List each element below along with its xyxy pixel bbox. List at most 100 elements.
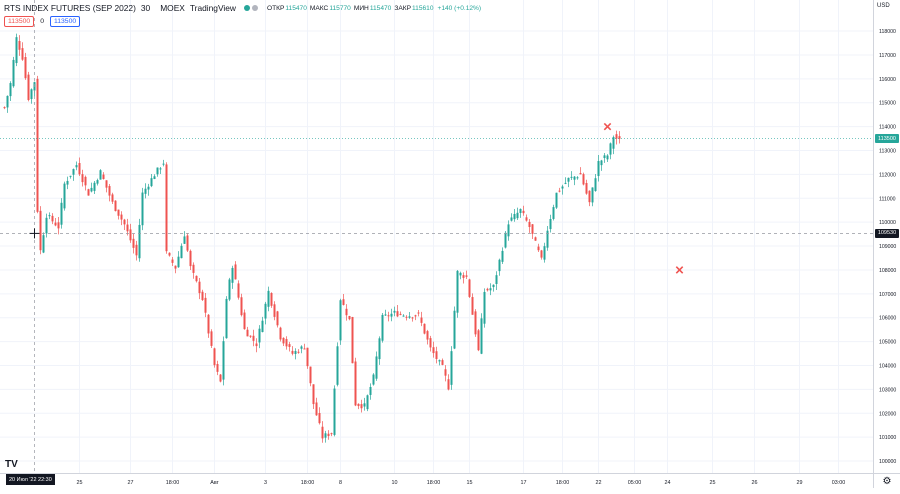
candle-body: [99, 170, 102, 180]
x-marker-icon[interactable]: [603, 122, 612, 131]
candle: [108, 183, 111, 202]
candle-body: [585, 182, 588, 194]
candle-body: [426, 331, 429, 340]
candle-body: [27, 74, 30, 100]
candle: [369, 383, 372, 400]
chart-plot-area[interactable]: [0, 0, 873, 473]
candle: [234, 261, 237, 280]
candle-body: [240, 297, 243, 316]
candle: [189, 249, 192, 271]
candle: [510, 213, 513, 222]
candle: [303, 343, 306, 350]
candle-body: [411, 317, 414, 319]
candle: [132, 233, 135, 254]
symbol-title[interactable]: RTS INDEX FUTURES (SEP 2022): [4, 3, 136, 13]
buy-button[interactable]: 113500: [49, 16, 81, 27]
candle: [42, 232, 45, 254]
candle-body: [357, 403, 360, 407]
candle-body: [468, 279, 471, 297]
candle: [261, 316, 264, 333]
candle: [84, 175, 87, 191]
candle: [555, 192, 558, 209]
interval-label[interactable]: 30: [140, 3, 151, 13]
candle: [315, 397, 318, 416]
ohlc-low-value: 115470: [369, 4, 392, 12]
candle: [63, 181, 66, 211]
candle-body: [363, 403, 366, 407]
candle-body: [234, 264, 237, 280]
candle: [366, 394, 369, 412]
candle: [78, 157, 81, 176]
candle: [210, 329, 213, 348]
candle-body: [480, 318, 483, 354]
candle: [498, 258, 501, 276]
candle: [576, 176, 579, 180]
tradingview-logo[interactable]: TV: [5, 459, 18, 470]
candle-body: [129, 229, 132, 241]
last-price-label: 113500: [875, 134, 899, 144]
candle: [192, 262, 195, 279]
candle: [411, 316, 414, 322]
candle-body: [489, 288, 492, 291]
currency-label[interactable]: USD: [877, 3, 890, 9]
ohlc-high-value: 115770: [329, 4, 351, 12]
candle-body: [123, 219, 126, 225]
candle: [300, 345, 303, 354]
ohlc-open-value: 115470: [285, 4, 307, 12]
candle-body: [168, 252, 171, 256]
price-axis[interactable]: 100000 101000 102000 103000 104000 105000 1060…: [873, 0, 900, 473]
candle: [105, 180, 108, 193]
candle-body: [369, 386, 372, 395]
candle: [177, 251, 180, 268]
candle: [264, 301, 267, 325]
candle-body: [228, 279, 231, 300]
candle-body: [531, 224, 534, 234]
candle-body: [324, 433, 327, 438]
candle: [102, 172, 105, 180]
price-tick-label: 117000: [879, 53, 896, 59]
time-tick-label: Авг: [210, 480, 218, 486]
candle: [240, 293, 243, 317]
price-tick-label: 101000: [879, 435, 896, 441]
time-tick-label: 18:00: [301, 480, 315, 486]
candle-body: [45, 217, 48, 234]
candle: [378, 336, 381, 365]
candle: [162, 159, 165, 167]
candle-body: [63, 183, 66, 209]
candle: [486, 287, 489, 292]
settings-button[interactable]: ⚙: [873, 473, 900, 488]
candle-body: [189, 250, 192, 267]
candle-body: [408, 316, 411, 318]
candle: [171, 257, 174, 267]
candle: [270, 292, 273, 308]
candle-body: [594, 178, 597, 192]
candlestick-chart[interactable]: [0, 0, 873, 473]
candle-body: [462, 275, 465, 278]
price-tick-label: 108000: [879, 268, 896, 274]
candle-body: [198, 281, 201, 294]
candle-body: [450, 351, 453, 385]
candle-body: [399, 313, 402, 315]
candle: [72, 168, 75, 181]
x-marker-icon[interactable]: [675, 266, 684, 274]
sell-button[interactable]: 113500: [4, 16, 35, 27]
time-tick-label: 18:00: [166, 480, 180, 486]
candle-body: [549, 218, 552, 230]
candle: [522, 205, 525, 216]
time-tick-label: 25: [77, 480, 83, 486]
candle-body: [225, 298, 228, 339]
candle-body: [177, 256, 180, 268]
candle: [426, 329, 429, 345]
time-axis[interactable]: 25 27 18:00 Авг 3 18:00 8 10 18:00 15 17 18:00 22 05:…: [0, 473, 873, 488]
candle-body: [420, 317, 423, 323]
candle-body: [69, 175, 72, 177]
candle-body: [126, 224, 129, 232]
candle: [609, 142, 612, 160]
candle-body: [270, 293, 273, 306]
candle: [129, 223, 132, 243]
candle-body: [300, 346, 303, 349]
candle-body: [51, 215, 54, 222]
candle: [330, 432, 333, 437]
candle: [465, 270, 468, 279]
time-tick-label: 03:00: [832, 480, 846, 486]
